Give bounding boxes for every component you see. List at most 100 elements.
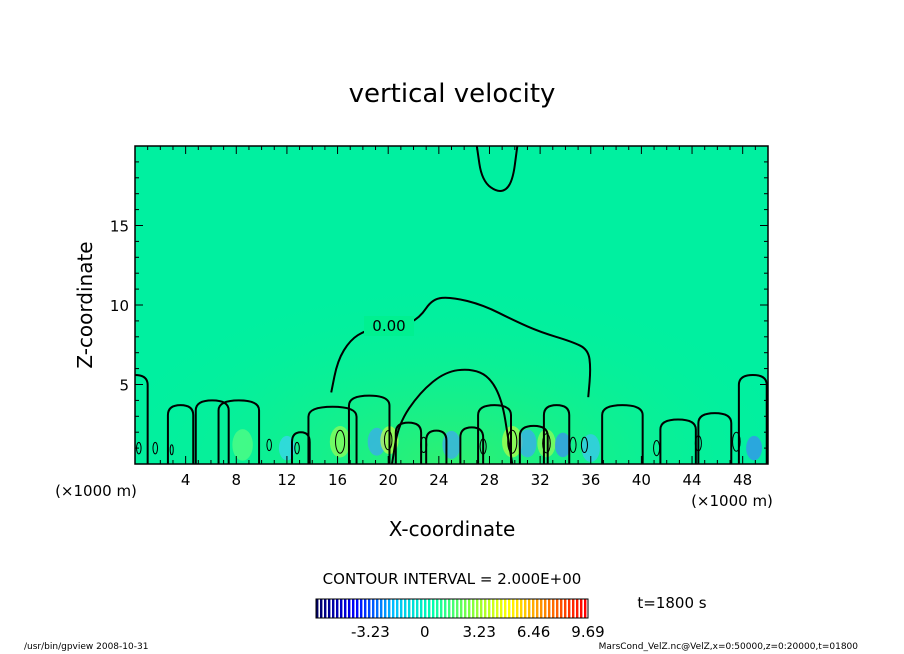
contour-small xyxy=(383,430,393,451)
colorbar-segment xyxy=(524,599,527,618)
hotspot xyxy=(232,429,253,461)
colorbar-segment xyxy=(436,599,439,618)
contour-bump xyxy=(697,412,733,464)
x-tick-label: 44 xyxy=(682,471,701,489)
x-tick-label: 32 xyxy=(531,471,550,489)
contour-bump xyxy=(477,404,513,464)
colorbar-segment xyxy=(460,599,463,618)
colorbar-segment xyxy=(580,599,583,618)
colorbar-segment xyxy=(340,599,343,618)
colorbar-segment xyxy=(328,599,331,618)
x-tick-label: 16 xyxy=(328,471,347,489)
y-tick-label: 5 xyxy=(119,377,129,395)
colorbar-segment xyxy=(380,599,383,618)
contour-small xyxy=(479,438,487,455)
y-tick-label: 15 xyxy=(110,218,129,236)
colorbar-segment xyxy=(564,599,567,618)
contour-small xyxy=(694,435,702,452)
x-tick-label: 28 xyxy=(480,471,499,489)
hotspot xyxy=(278,435,295,461)
colorbar-segment xyxy=(544,599,547,618)
contour-line xyxy=(330,296,592,398)
colorbar-frame xyxy=(315,598,589,619)
contour-small xyxy=(169,444,174,456)
contour-small xyxy=(580,436,588,454)
contour-line xyxy=(475,146,519,192)
colorbar-segment xyxy=(412,599,415,618)
colorbar-segment xyxy=(540,599,543,618)
colorbar-segment xyxy=(352,599,355,618)
hotspot xyxy=(581,434,600,463)
contour-small xyxy=(569,436,577,454)
colorbar-segment xyxy=(572,599,575,618)
colorbar-segment xyxy=(520,599,523,618)
colorbar-segment xyxy=(468,599,471,618)
contour-bump xyxy=(347,394,391,464)
time-label: t=1800 s xyxy=(637,594,706,612)
colorbar-segment xyxy=(576,599,579,618)
x-unit-right: (×1000 m) xyxy=(691,492,773,510)
contour-small xyxy=(152,441,159,455)
colorbar-segment xyxy=(324,599,327,618)
contour-label: 0.00 xyxy=(372,317,405,335)
y-tick-label: 10 xyxy=(110,297,129,315)
x-tick-label: 20 xyxy=(379,471,398,489)
colorbar-segment xyxy=(368,599,371,618)
colorbar-segment xyxy=(428,599,431,618)
contour-small xyxy=(732,431,741,452)
contour-small xyxy=(335,429,346,454)
colorbar-segment xyxy=(512,599,515,618)
colorbar-tick-label: 9.69 xyxy=(571,623,604,641)
colorbar-segment xyxy=(496,599,499,618)
colorbar-segment xyxy=(400,599,403,618)
colorbar-segment xyxy=(420,599,423,618)
colorbar-segment xyxy=(472,599,475,618)
colorbar-segment xyxy=(404,599,407,618)
contour-small xyxy=(542,433,551,454)
contour-line xyxy=(391,368,514,464)
colorbar-segment xyxy=(492,599,495,618)
colorbar-tick-label: 6.46 xyxy=(517,623,550,641)
colorbar-tick-label: 3.23 xyxy=(462,623,495,641)
colorbar-segment xyxy=(448,599,451,618)
colorbar-segment xyxy=(508,599,511,618)
colorbar: -3.23 0 3.23 6.46 9.69 xyxy=(315,598,605,641)
contour-bump xyxy=(425,429,448,464)
colorbar-segment xyxy=(548,599,551,618)
colorbar-segment xyxy=(356,599,359,618)
colorbar-segment xyxy=(484,599,487,618)
colorbar-segment xyxy=(552,599,555,618)
colorbar-segment xyxy=(424,599,427,618)
colorbar-segment xyxy=(320,599,323,618)
colorbar-segment xyxy=(532,599,535,618)
colorbar-segment xyxy=(360,599,363,618)
colorbar-segment xyxy=(316,599,319,618)
colorbar-segment xyxy=(444,599,447,618)
plot-glow xyxy=(135,146,768,464)
contour-interval: CONTOUR INTERVAL = 2.000E+00 xyxy=(323,570,582,588)
colorbar-segment xyxy=(516,599,519,618)
colorbar-segment xyxy=(392,599,395,618)
colorbar-segment xyxy=(332,599,335,618)
contour-bump xyxy=(518,424,549,464)
contour-small xyxy=(507,429,518,454)
contour-small xyxy=(653,439,661,457)
chart-title: vertical velocity xyxy=(349,79,556,109)
colorbar-tick-label: 0 xyxy=(420,623,430,641)
colorbar-segment xyxy=(464,599,467,618)
x-tick-label: 24 xyxy=(429,471,448,489)
contour-layer xyxy=(135,146,768,464)
colorbar-segment xyxy=(416,599,419,618)
contour-small xyxy=(420,436,428,454)
hotspot xyxy=(518,429,537,458)
x-tick-label: 12 xyxy=(277,471,296,489)
x-axis-label: X-coordinate xyxy=(389,517,516,541)
x-axis: 4 8 12 16 20 24 28 32 36 40 44 48 xyxy=(147,146,756,489)
hotspot xyxy=(537,429,556,458)
contour-label-bg xyxy=(364,316,414,336)
x-tick-label: 48 xyxy=(733,471,752,489)
hotspot xyxy=(554,432,571,458)
colorbar-segment xyxy=(364,599,367,618)
contour-bump xyxy=(601,404,644,464)
